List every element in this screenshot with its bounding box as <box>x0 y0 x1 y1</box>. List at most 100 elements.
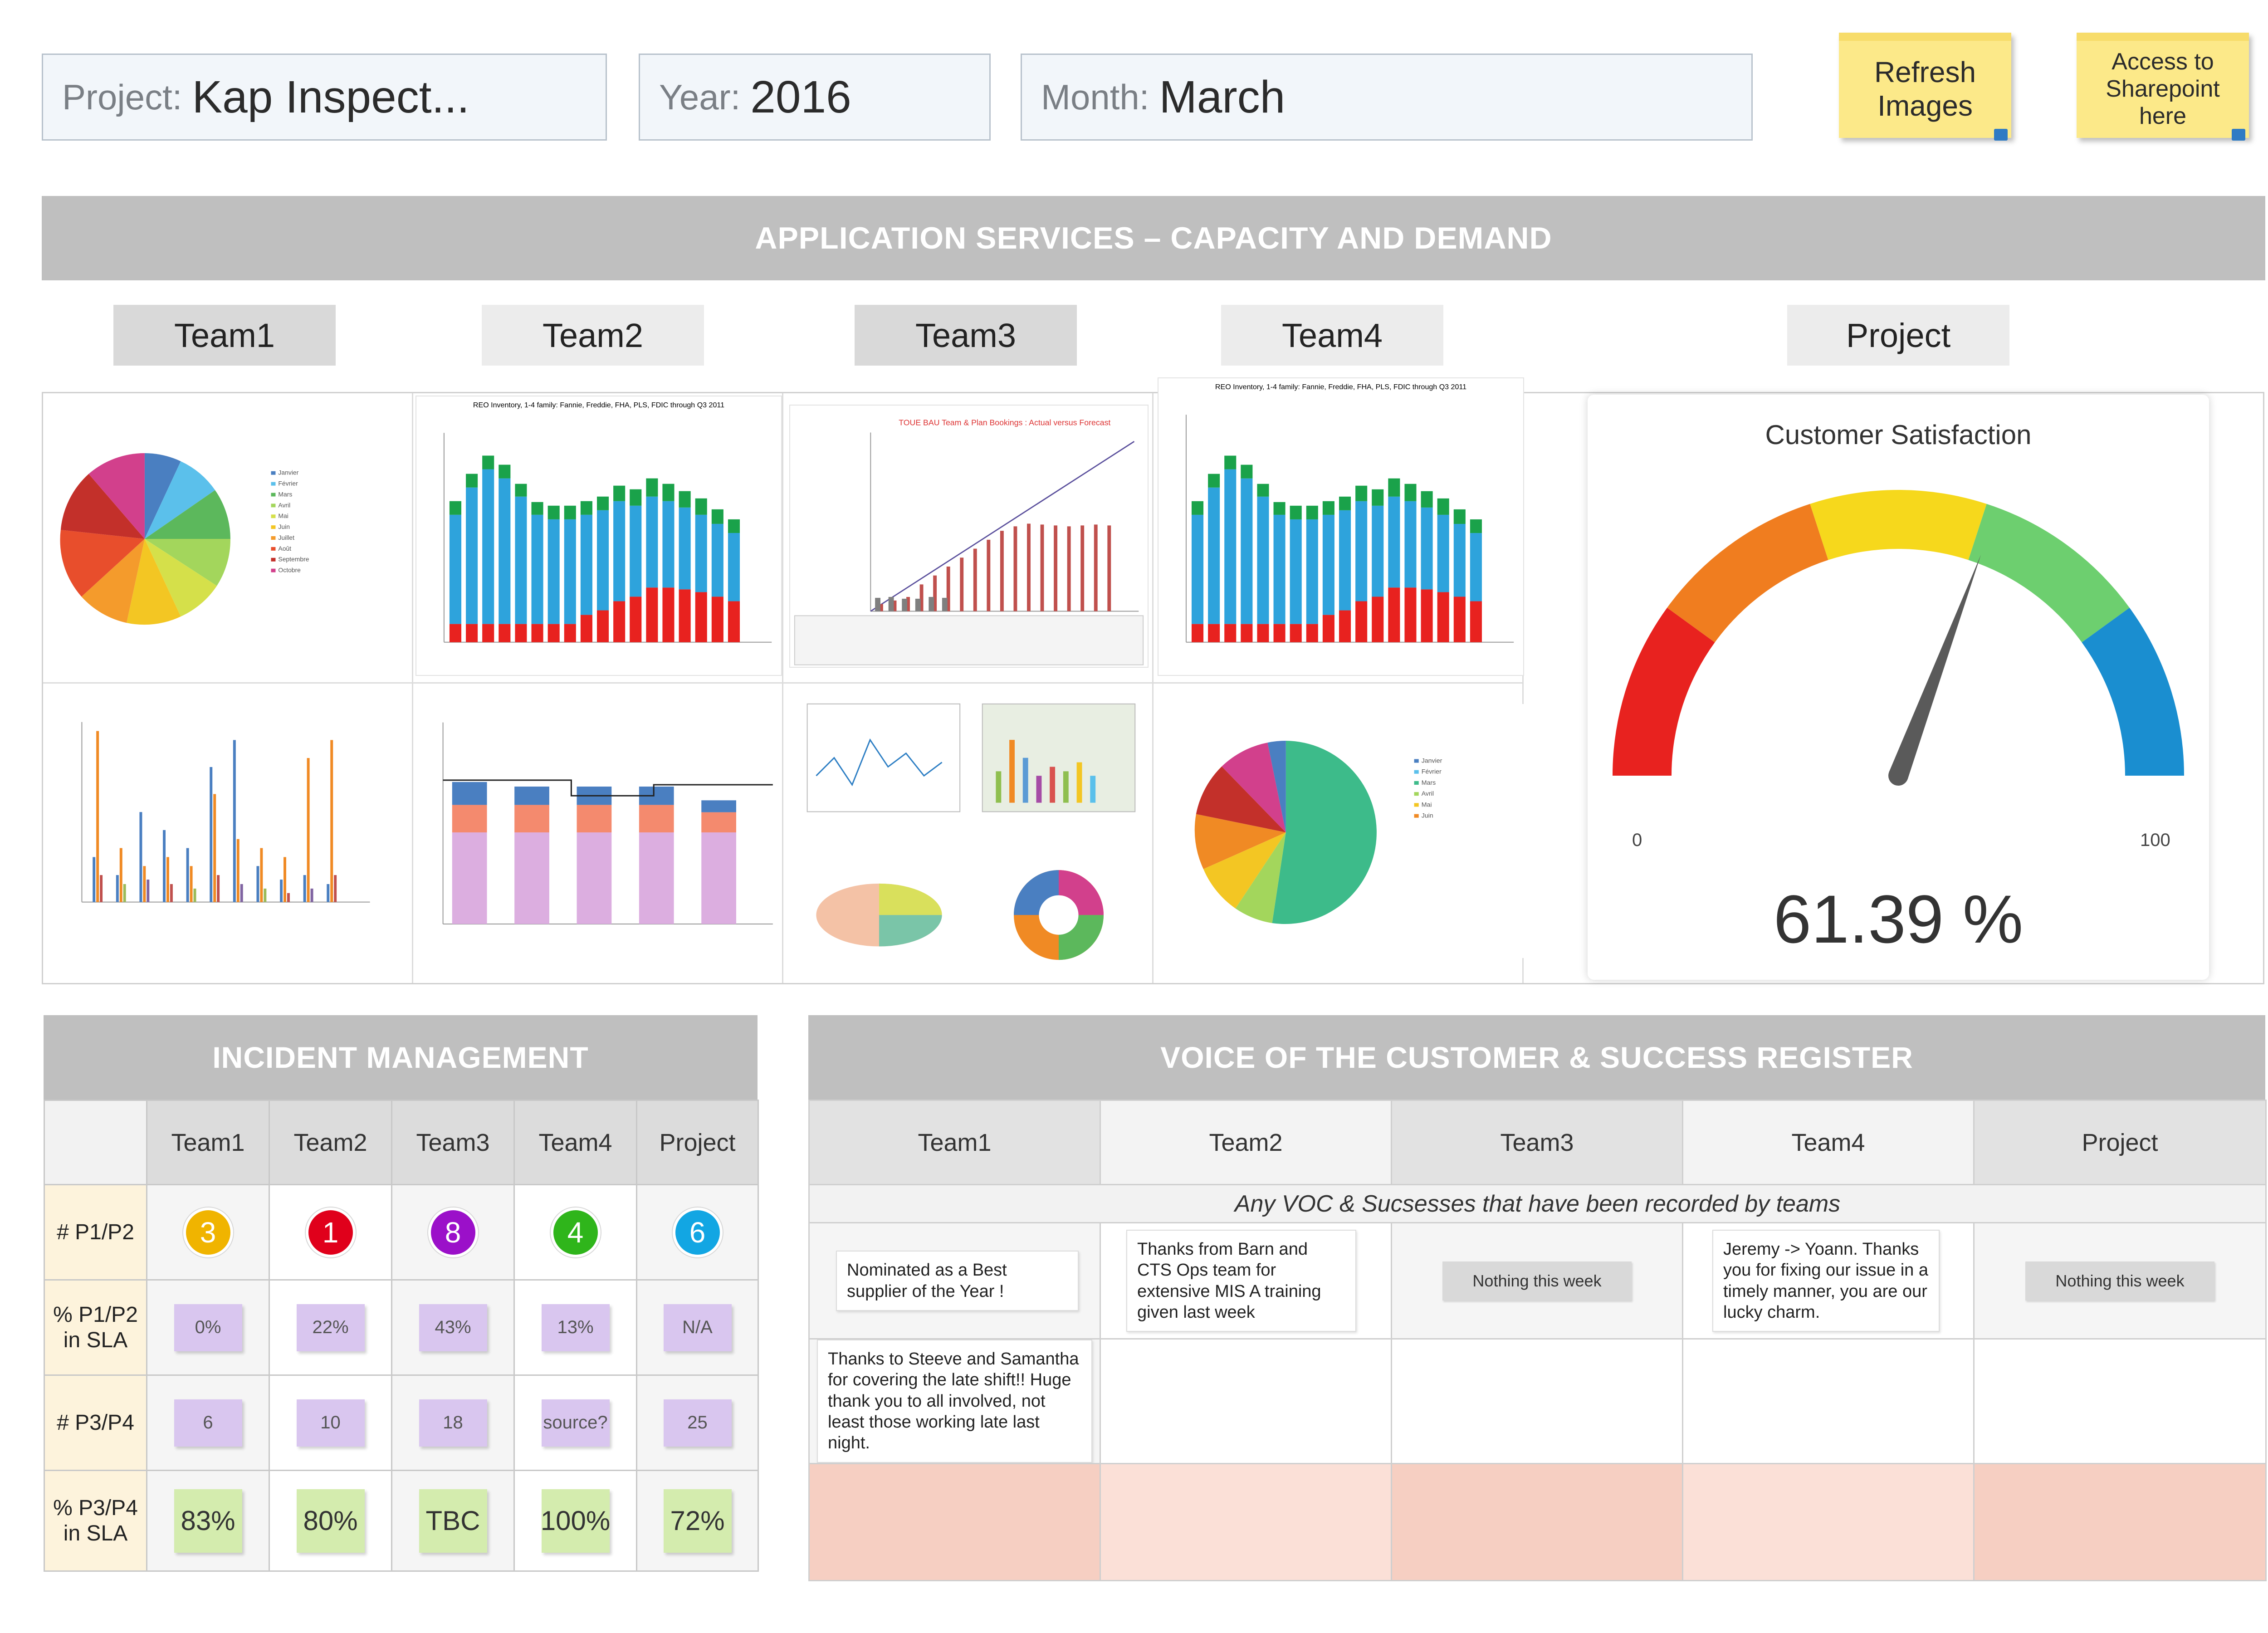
svg-text:Avril: Avril <box>1422 790 1434 797</box>
col-team3: Team3 <box>1391 1100 1683 1185</box>
table-cell <box>808 1462 1101 1581</box>
count-badge[interactable]: 3 <box>186 1210 230 1255</box>
sla-chip: 0% <box>174 1304 242 1351</box>
count-badge[interactable]: 1 <box>308 1210 353 1255</box>
svg-text:Janvier: Janvier <box>278 469 298 476</box>
gauge-needle <box>1889 554 1981 779</box>
table-cell <box>1973 1338 2267 1464</box>
tab-team4[interactable]: Team4 <box>1221 305 1443 366</box>
table-cell: Thanks to Steeve and Samantha for coveri… <box>808 1338 1101 1464</box>
gauge-band <box>1810 490 1987 560</box>
table-cell <box>1100 1338 1392 1464</box>
multi-chart-image <box>807 703 1136 960</box>
voc-note[interactable]: Nominated as a Best supplier of the Year… <box>836 1251 1079 1311</box>
capacity-section-title: APPLICATION SERVICES – CAPACITY AND DEMA… <box>42 196 2265 280</box>
count-chip: source? <box>541 1399 610 1447</box>
tab-team3[interactable]: Team3 <box>855 305 1077 366</box>
table-cell: 72% <box>636 1470 759 1572</box>
customer-satisfaction-card: Customer Satisfaction 0 100 61.39 % <box>1588 395 2209 980</box>
table-cell: 6 <box>636 1184 759 1281</box>
month-field[interactable]: Month: March <box>1021 54 1753 141</box>
table-cell <box>1682 1462 1975 1581</box>
row-label: # P1/P2 <box>44 1184 147 1281</box>
svg-text:REO Inventory, 1-4 family: Fan: REO Inventory, 1-4 family: Fannie, Fredd… <box>1215 383 1466 391</box>
table-cell: 100% <box>513 1470 637 1572</box>
col-project: Project <box>636 1100 759 1185</box>
tab-team1[interactable]: Team1 <box>113 305 336 366</box>
table-cell: 25 <box>636 1374 759 1471</box>
gauge-title: Customer Satisfaction <box>1765 420 2032 450</box>
svg-text:Avril: Avril <box>278 501 290 508</box>
sla-chip: 83% <box>174 1489 242 1553</box>
refresh-images-label: Refresh Images <box>1874 56 1976 122</box>
table-cell: Jeremy -> Yoann. Thanks you for fixing o… <box>1682 1222 1975 1340</box>
team4-pie-thumbnail[interactable]: Janvier Février Mars Avril Mai Juin <box>1158 704 1524 958</box>
year-label: Year: <box>659 77 741 117</box>
refresh-images-button[interactable]: Refresh Images <box>1839 33 2011 141</box>
project-field[interactable]: Project: Kap Inspect... <box>42 54 607 141</box>
svg-text:Juin: Juin <box>278 523 290 530</box>
count-badge[interactable]: 4 <box>553 1210 598 1255</box>
nothing-this-week-badge: Nothing this week <box>2025 1261 2214 1301</box>
svg-text:Juin: Juin <box>1422 812 1433 819</box>
gauge-band <box>1968 504 2130 643</box>
project-label: Project: <box>62 77 182 117</box>
count-chip: 10 <box>296 1399 365 1447</box>
team1-pie-thumbnail[interactable]: Janvier Février Mars Avril Mai Juin Juil… <box>45 416 406 661</box>
svg-text:REO Inventory, 1-4 family: Fan: REO Inventory, 1-4 family: Fannie, Fredd… <box>473 401 724 409</box>
voc-note[interactable]: Jeremy -> Yoann. Thanks you for fixing o… <box>1712 1229 1940 1332</box>
count-badge[interactable]: 6 <box>675 1210 720 1255</box>
gauge-max-label: 100 <box>2140 830 2170 850</box>
table-cell: 18 <box>391 1374 515 1471</box>
col-team2: Team2 <box>269 1100 392 1185</box>
table-cell: 0% <box>146 1279 270 1376</box>
tab-project[interactable]: Project <box>1787 305 2009 366</box>
team2-stacked-bar-thumbnail[interactable]: REO Inventory, 1-4 family: Fannie, Fredd… <box>415 396 782 676</box>
count-chip: 6 <box>174 1399 242 1447</box>
gauge-band <box>2082 607 2184 776</box>
col-team2: Team2 <box>1100 1100 1392 1185</box>
voc-note[interactable]: Thanks from Barn and CTS Ops team for ex… <box>1126 1229 1356 1332</box>
table-cell: 80% <box>269 1470 392 1572</box>
stacked-bar-image: REO Inventory, 1-4 family: Fannie, Fredd… <box>1185 383 1514 643</box>
corner-cell <box>44 1100 147 1185</box>
voc-row-2: Thanks to Steeve and Samantha for coveri… <box>808 1338 2267 1464</box>
tab-team2[interactable]: Team2 <box>482 305 704 366</box>
project-value: Kap Inspect... <box>192 71 469 122</box>
sla-chip: 43% <box>419 1304 487 1351</box>
svg-text:Mai: Mai <box>278 512 288 519</box>
table-cell <box>1391 1462 1683 1581</box>
sla-chip: N/A <box>663 1304 732 1351</box>
team1-bar-thumbnail[interactable] <box>45 704 406 942</box>
table-cell: 3 <box>146 1184 270 1281</box>
team4-stacked-bar-thumbnail[interactable]: REO Inventory, 1-4 family: Fannie, Fredd… <box>1158 377 1524 676</box>
sharepoint-button[interactable]: Access to Sharepoint here <box>2077 33 2249 141</box>
count-badge[interactable]: 8 <box>430 1210 475 1255</box>
gauge-arcs <box>1613 490 2184 776</box>
col-team4: Team4 <box>513 1100 637 1185</box>
sharepoint-label: Access to Sharepoint here <box>2106 49 2220 129</box>
voc-row-3 <box>808 1462 2267 1581</box>
month-label: Month: <box>1041 77 1149 117</box>
voc-row-1: Nominated as a Best supplier of the Year… <box>808 1222 2267 1340</box>
table-cell: Nominated as a Best supplier of the Year… <box>808 1222 1101 1340</box>
svg-text:Août: Août <box>278 545 291 552</box>
table-cell: Nothing this week <box>1391 1222 1683 1340</box>
link-icon <box>2232 129 2245 141</box>
gauge-band <box>1613 607 1715 776</box>
team3-multi-chart-thumbnail[interactable] <box>789 686 1149 976</box>
team3-line-bar-thumbnail[interactable]: TOUE BAU Team & Plan Bookings : Actual v… <box>789 405 1149 668</box>
sla-chip: 80% <box>296 1489 365 1553</box>
table-cell <box>1973 1462 2267 1581</box>
team2-capacity-thumbnail[interactable] <box>415 704 782 958</box>
col-team1: Team1 <box>808 1100 1101 1185</box>
incident-title-text: INCIDENT MANAGEMENT <box>212 1041 589 1074</box>
year-field[interactable]: Year: 2016 <box>639 54 991 141</box>
table-cell: Nothing this week <box>1973 1222 2267 1340</box>
voc-note[interactable]: Thanks to Steeve and Samantha for coveri… <box>817 1340 1092 1463</box>
svg-text:Octobre: Octobre <box>278 567 301 574</box>
pie-chart-image: Janvier Février Mars Avril Mai Juin Juil… <box>60 453 309 625</box>
gauge-hub <box>1888 766 1908 786</box>
table-cell: 8 <box>391 1184 515 1281</box>
svg-text:Mai: Mai <box>1422 801 1432 808</box>
